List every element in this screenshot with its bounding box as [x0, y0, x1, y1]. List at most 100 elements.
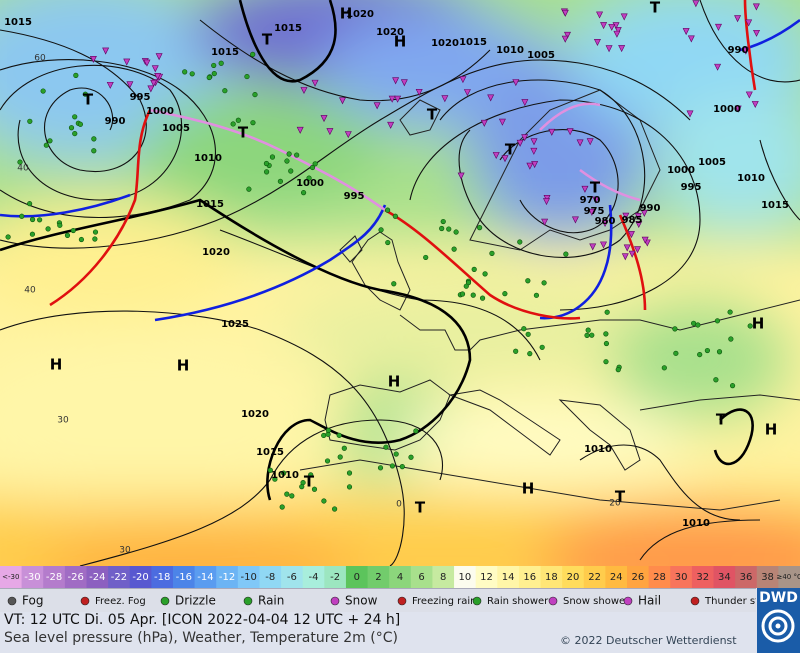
rain-symbol [78, 236, 85, 243]
rain-symbol [471, 266, 477, 272]
scale-label: -10 [240, 572, 256, 583]
scale-label: -26 [68, 572, 84, 583]
rain-symbol [27, 201, 33, 207]
rain-symbol [286, 151, 292, 157]
snow-shower-symbol [605, 45, 613, 53]
snow-shower-symbol [512, 79, 520, 87]
rain-symbol [321, 432, 327, 439]
scale-label: 14 [502, 572, 515, 583]
legend-icon [7, 596, 17, 606]
pressure-label: 1025 [221, 319, 249, 330]
scale-label: ≥40 °C [776, 573, 800, 581]
rain-symbol [45, 226, 51, 232]
scale-cell [691, 566, 715, 588]
high-pressure-label: H [522, 480, 535, 498]
dwd-logo: DWD [757, 588, 800, 653]
rain-symbol [423, 254, 429, 261]
pressure-label: 1010 [584, 444, 612, 455]
snow-shower-symbol [151, 65, 159, 73]
rain-symbol [672, 326, 678, 332]
rain-symbol [470, 292, 476, 298]
temperature-label: 30 [119, 546, 131, 556]
snow-shower-symbol [734, 105, 742, 113]
low-pressure-label: T [415, 499, 426, 517]
scale-label: 4 [397, 572, 403, 583]
color-scale: <-30 -30 -28 -26 -24 -22 -20 -18 -16 -14 -12 -10 -8-… [0, 566, 800, 588]
high-pressure-label: H [340, 5, 353, 23]
low-pressure-label: T [238, 124, 249, 142]
snow-shower-symbol [745, 19, 753, 27]
snow-shower-symbol [150, 79, 158, 87]
rain-symbol [615, 367, 621, 373]
pressure-label: 975 [584, 206, 605, 217]
snow-shower-symbol [601, 220, 609, 228]
rain-symbol [29, 216, 36, 223]
rain-symbol [218, 60, 224, 66]
snow-shower-symbol [459, 76, 467, 84]
scale-cell [345, 566, 369, 588]
rain-symbol [70, 227, 76, 234]
scale-cell [108, 566, 131, 588]
scale-label: 16 [523, 572, 536, 583]
snow-shower-symbol [586, 138, 594, 146]
scale-label: <-30 [2, 573, 19, 581]
rain-symbol [325, 427, 332, 433]
scale-cell [713, 566, 736, 588]
scale-label: -24 [89, 572, 105, 583]
rain-symbol [279, 504, 285, 510]
scale-cell [216, 566, 239, 588]
scale-cell [627, 566, 650, 588]
low-pressure-label: T [650, 0, 661, 17]
pressure-label: 1015 [256, 447, 284, 458]
snow-shower-symbol [530, 147, 538, 155]
snow-shower-symbol [600, 241, 607, 249]
rain-symbol [585, 327, 591, 333]
rain-symbol [525, 331, 531, 337]
pressure-label: 1000 [146, 106, 174, 117]
rain-symbol [264, 169, 270, 175]
rain-symbol [399, 464, 405, 470]
temperature-label: 20 [609, 499, 621, 509]
snow-shower-symbol [296, 126, 304, 134]
pressure-label: 1015 [196, 199, 224, 210]
snow-shower-symbol [613, 30, 621, 38]
pressure-label: 1010 [496, 45, 524, 56]
rain-symbol [603, 359, 609, 365]
rain-symbol [713, 377, 719, 383]
info-panel: VT: 12 UTC Di. 05 Apr. [ICON 2022-04-04 … [0, 612, 756, 653]
scale-cell [367, 566, 390, 588]
pressure-label: 1020 [346, 9, 374, 20]
snow-shower-symbol [686, 110, 694, 118]
rain-symbol [263, 160, 270, 167]
scale-cell [0, 566, 23, 588]
snow-shower-symbol [753, 29, 761, 37]
scale-label: 6 [418, 572, 424, 583]
high-pressure-label: H [765, 421, 778, 439]
scale-cell [64, 566, 87, 588]
rain-symbol [250, 51, 256, 57]
rain-symbol [29, 231, 36, 237]
rain-symbol [92, 229, 99, 235]
snow-shower-symbol [392, 77, 400, 85]
snow-shower-symbol [596, 11, 604, 19]
snow-shower-symbol [571, 216, 579, 224]
rain-symbol [300, 479, 306, 486]
scale-label: -8 [265, 572, 275, 583]
scale-cell [389, 566, 412, 588]
scale-label: -6 [287, 572, 297, 583]
snow-shower-symbol [576, 139, 584, 147]
rain-symbol [244, 73, 250, 80]
logo-swirl [761, 609, 795, 643]
rain-symbol [378, 227, 384, 233]
rain-symbol [341, 445, 347, 451]
precipitation-symbols [5, 0, 761, 512]
temperature-label: 0 [396, 500, 402, 510]
snow-shower-symbol [492, 152, 500, 160]
scale-label: 0 [354, 572, 360, 583]
legend-label: Snow [345, 594, 378, 608]
low-pressure-label: T [83, 91, 94, 109]
legend-icon [472, 596, 482, 606]
scale-cell [605, 566, 628, 588]
rain-symbol [440, 218, 446, 225]
